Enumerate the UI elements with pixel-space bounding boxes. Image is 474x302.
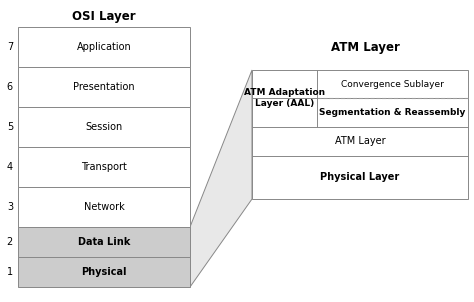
Text: ATM Adaptation
Layer (AAL): ATM Adaptation Layer (AAL) xyxy=(244,88,325,108)
Bar xyxy=(18,257,190,287)
Text: Convergence Sublayer: Convergence Sublayer xyxy=(341,80,444,89)
Text: Data Link: Data Link xyxy=(78,237,130,247)
Text: Physical Layer: Physical Layer xyxy=(320,172,400,182)
Bar xyxy=(252,70,468,199)
Text: Transport: Transport xyxy=(81,162,127,172)
Bar xyxy=(18,107,190,147)
Text: Network: Network xyxy=(83,202,124,212)
Text: 1: 1 xyxy=(7,267,13,277)
Bar xyxy=(18,27,190,67)
Text: Physical: Physical xyxy=(81,267,127,277)
Text: Application: Application xyxy=(77,42,131,52)
Bar xyxy=(18,147,190,187)
Bar xyxy=(18,187,190,227)
Bar xyxy=(18,227,190,257)
Text: ATM Layer: ATM Layer xyxy=(330,41,400,54)
Text: 4: 4 xyxy=(7,162,13,172)
Text: 5: 5 xyxy=(7,122,13,132)
Polygon shape xyxy=(190,70,252,287)
Text: OSI Layer: OSI Layer xyxy=(72,10,136,23)
Text: 3: 3 xyxy=(7,202,13,212)
Text: 7: 7 xyxy=(7,42,13,52)
Text: 6: 6 xyxy=(7,82,13,92)
Text: 2: 2 xyxy=(7,237,13,247)
Bar xyxy=(18,67,190,107)
Text: Segmentation & Reassembly: Segmentation & Reassembly xyxy=(319,108,465,117)
Text: Presentation: Presentation xyxy=(73,82,135,92)
Text: ATM Layer: ATM Layer xyxy=(335,136,385,146)
Text: Session: Session xyxy=(85,122,123,132)
